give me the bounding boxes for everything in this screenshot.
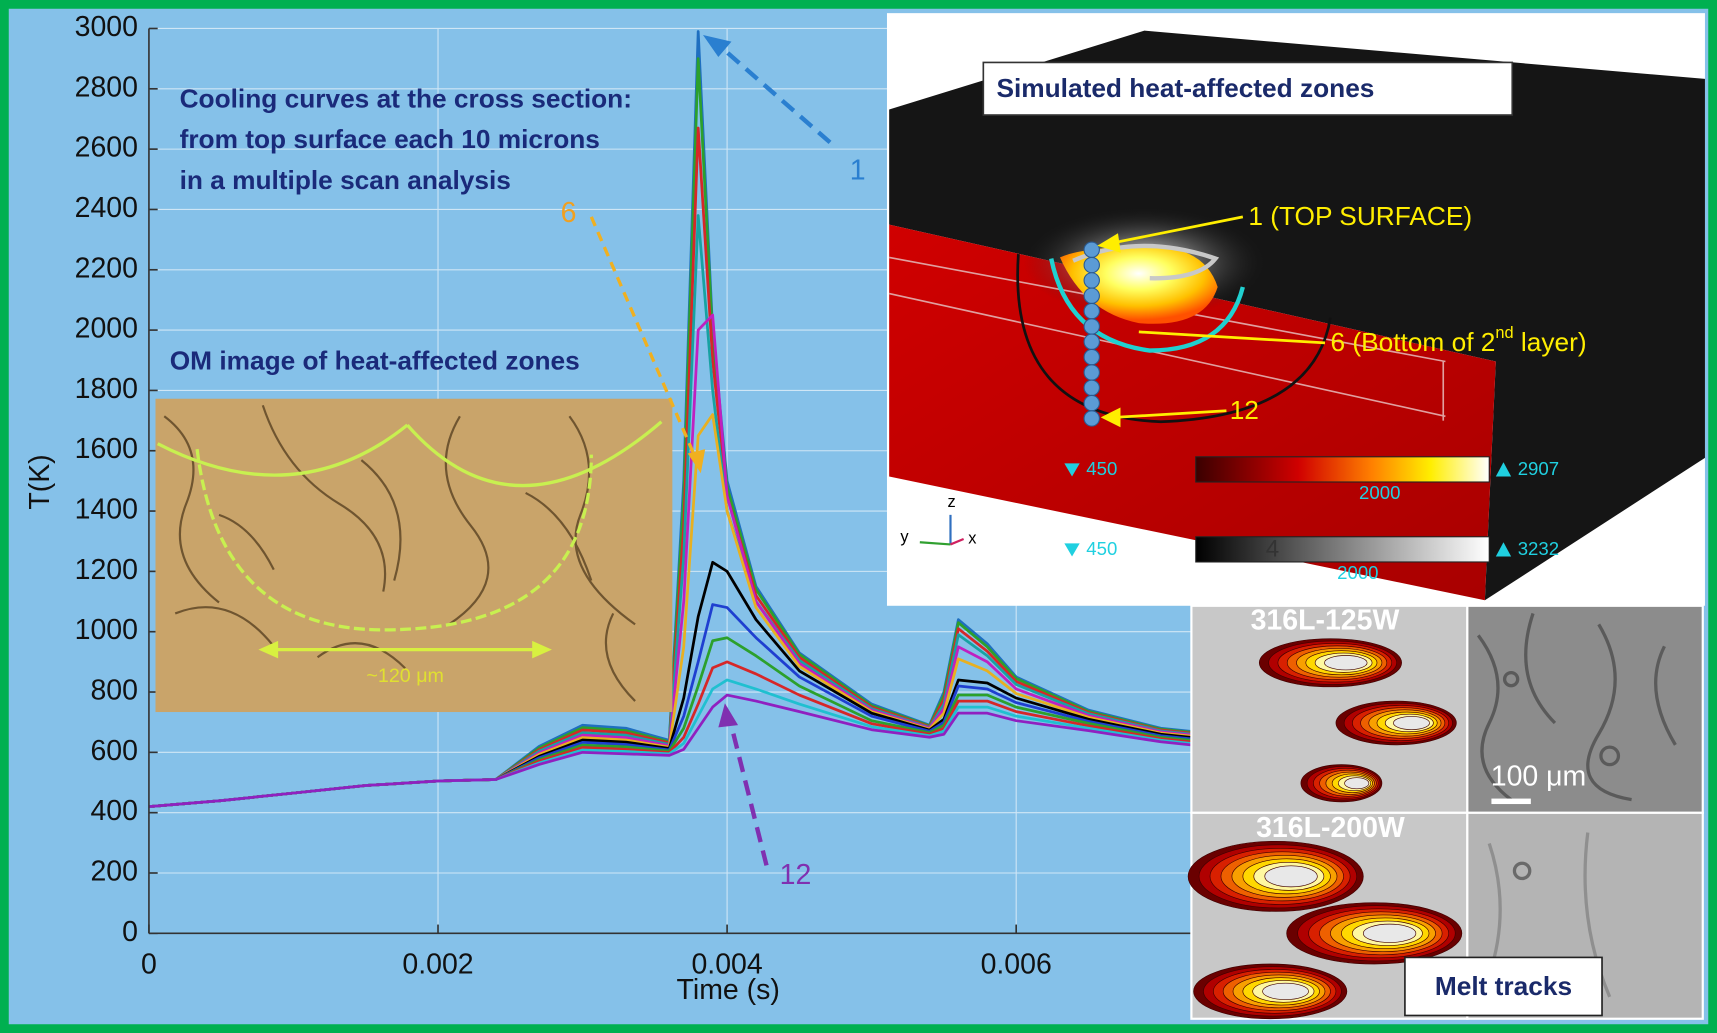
y-tick-label: 2800 xyxy=(75,71,138,103)
probe-point xyxy=(1084,411,1099,426)
curve-label: 1 xyxy=(850,154,866,186)
x-tick-label: 0.006 xyxy=(981,949,1052,981)
axis-letter: y xyxy=(900,528,909,546)
y-tick-label: 2000 xyxy=(75,313,138,345)
colorbar xyxy=(1196,537,1489,562)
y-tick-label: 800 xyxy=(90,675,137,707)
colorbar-label: 3232 xyxy=(1518,538,1559,559)
curve-label: 6 xyxy=(561,197,577,229)
colorbar-label: 450 xyxy=(1086,538,1117,559)
colorbar-label: 2000 xyxy=(1359,482,1400,503)
y-tick-label: 2600 xyxy=(75,132,138,164)
colorbar-label: 450 xyxy=(1086,458,1117,479)
annotation-line: in a multiple scan analysis xyxy=(180,165,511,195)
axis-letter: x xyxy=(968,529,977,547)
y-axis-title: T(K) xyxy=(24,454,56,509)
probe-point xyxy=(1084,303,1099,318)
y-tick-label: 1800 xyxy=(75,373,138,405)
om-image: OM image of heat-affected zones ~120 μm xyxy=(155,346,672,713)
label-part: 6 (Bottom of 2 xyxy=(1330,327,1495,357)
y-tick-label: 1200 xyxy=(75,554,138,586)
probe-point xyxy=(1084,334,1099,349)
simulation-inset: Simulated heat-affected zones 1 (TOP SUR… xyxy=(887,13,1705,606)
probe-point xyxy=(1084,365,1099,380)
colorbar-overlay: 4 xyxy=(1266,535,1279,562)
probe-point xyxy=(1084,349,1099,364)
sim-label: 6 (Bottom of 2nd layer) xyxy=(1330,324,1586,356)
annotation-line: Cooling curves at the cross section: xyxy=(180,84,632,114)
track-label: 316L-125W xyxy=(1251,605,1400,637)
colorbar-label: 2907 xyxy=(1518,458,1559,479)
x-tick-label: 0.002 xyxy=(402,949,473,981)
colorbar-label: 2000 xyxy=(1337,562,1378,583)
label-superscript: nd xyxy=(1495,324,1513,342)
y-tick-label: 0 xyxy=(122,916,138,948)
y-tick-label: 200 xyxy=(90,856,137,888)
colorbar xyxy=(1196,457,1489,482)
contour xyxy=(1263,983,1309,999)
label-part: layer) xyxy=(1514,327,1587,357)
annotation-line: from top surface each 10 microns xyxy=(180,124,600,154)
page: 0 200 400 600 800 1000 1200 1400 1600 1800 2000 220… xyxy=(0,0,1717,1033)
y-tick-label: 400 xyxy=(90,795,137,827)
om-scale-label: ~120 μm xyxy=(366,665,444,687)
y-tick-label: 2400 xyxy=(75,192,138,224)
contour xyxy=(1265,866,1318,887)
probe-point xyxy=(1084,395,1099,410)
figure: 0 200 400 600 800 1000 1200 1400 1600 1800 2000 220… xyxy=(0,0,1717,1033)
curve-label: 12 xyxy=(780,859,812,891)
y-tick-label: 1000 xyxy=(75,614,138,646)
y-tick-label: 2200 xyxy=(75,252,138,284)
axis-letter: z xyxy=(947,493,955,511)
scale-bar xyxy=(1491,799,1530,804)
contour xyxy=(1393,716,1429,729)
probe-point xyxy=(1084,257,1099,272)
probe-point xyxy=(1084,288,1099,303)
y-tick-label: 600 xyxy=(90,735,137,767)
y-tick-label: 1600 xyxy=(75,433,138,465)
sim-label: 1 (TOP SURFACE) xyxy=(1248,201,1472,231)
scale-label: 100 μm xyxy=(1491,760,1587,792)
probe-point xyxy=(1084,242,1099,257)
x-tick-label: 0 xyxy=(141,949,157,981)
melt-tracks: 316L-125W 316L-200W 100 μm Melt tracks xyxy=(1188,605,1703,1019)
om-title: OM image of heat-affected zones xyxy=(170,346,580,376)
contour xyxy=(1363,924,1416,942)
y-tick-label: 1400 xyxy=(75,494,138,526)
probe-point xyxy=(1084,380,1099,395)
contour xyxy=(1345,778,1369,789)
y-tick-label: 3000 xyxy=(75,11,138,43)
probe-point xyxy=(1084,273,1099,288)
contour xyxy=(1324,656,1367,670)
melt-title: Melt tracks xyxy=(1435,971,1572,1001)
sim-title: Simulated heat-affected zones xyxy=(996,73,1374,103)
probe-point xyxy=(1084,319,1099,334)
track-label: 316L-200W xyxy=(1256,812,1405,844)
x-axis-title: Time (s) xyxy=(677,974,780,1006)
sim-label: 12 xyxy=(1230,395,1259,425)
